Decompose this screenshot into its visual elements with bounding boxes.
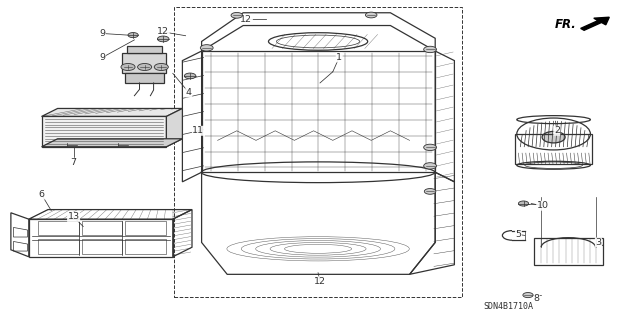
Circle shape [424, 46, 436, 53]
Bar [125, 239, 166, 254]
Text: 7: 7 [70, 158, 77, 167]
Bar [82, 221, 122, 235]
Text: 4: 4 [186, 88, 192, 97]
Circle shape [542, 131, 565, 143]
Circle shape [128, 33, 138, 38]
Circle shape [154, 63, 168, 70]
Text: SDN4B1710A: SDN4B1710A [484, 302, 534, 311]
Text: 12: 12 [241, 15, 252, 24]
Circle shape [424, 189, 436, 194]
Text: 6: 6 [38, 190, 45, 199]
Text: 1: 1 [336, 53, 342, 62]
Circle shape [424, 163, 436, 169]
Bar [127, 46, 162, 53]
Text: 12: 12 [314, 277, 326, 286]
Text: 2: 2 [554, 126, 560, 135]
FancyArrow shape [580, 17, 609, 30]
Bar [515, 134, 592, 164]
Text: 9: 9 [99, 29, 106, 38]
Text: 8: 8 [533, 294, 540, 303]
Circle shape [121, 63, 135, 70]
Bar [174, 7, 462, 297]
Bar [38, 221, 79, 235]
Bar [122, 53, 166, 73]
Circle shape [184, 73, 196, 79]
Bar [125, 221, 166, 235]
Bar [38, 239, 79, 254]
Circle shape [157, 36, 169, 42]
Polygon shape [42, 116, 166, 147]
Polygon shape [42, 139, 182, 147]
Text: 5: 5 [515, 230, 522, 239]
Text: 12: 12 [157, 27, 169, 36]
Circle shape [365, 12, 377, 18]
Polygon shape [166, 108, 182, 147]
Polygon shape [42, 108, 182, 116]
Circle shape [424, 144, 436, 151]
Circle shape [200, 45, 213, 51]
Text: 10: 10 [537, 201, 548, 210]
Text: FR.: FR. [555, 19, 577, 31]
Bar [82, 239, 122, 254]
Text: 13: 13 [68, 212, 79, 221]
Text: 9: 9 [99, 53, 106, 62]
Circle shape [138, 63, 152, 70]
Bar [125, 73, 164, 83]
Circle shape [518, 201, 529, 206]
Circle shape [231, 12, 243, 18]
Text: 3: 3 [595, 238, 602, 247]
Circle shape [523, 293, 533, 298]
Text: 11: 11 [193, 126, 204, 135]
